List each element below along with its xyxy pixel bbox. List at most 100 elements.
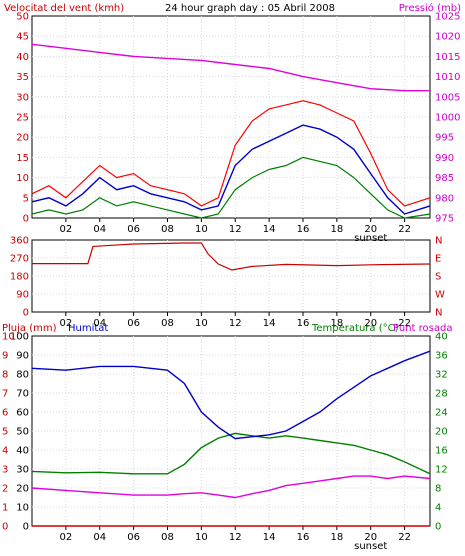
direction-xlabel-10: 10 [195, 318, 208, 329]
climate-xlabel-08: 08 [161, 532, 174, 543]
climate-xlabel-12: 12 [229, 532, 242, 543]
direction-xlabel-06: 06 [127, 318, 140, 329]
temperature-y2tick: 12 [435, 465, 448, 476]
direction-xlabel-22: 22 [398, 318, 411, 329]
wind-xlabel-14: 14 [263, 224, 276, 235]
direction-xlabel-20: 20 [364, 318, 377, 329]
pressure-y2tick: 1010 [435, 72, 460, 83]
wind-xlabel-20: 20 [364, 224, 377, 235]
direction-ytick: 90 [16, 290, 29, 301]
compass-y2tick: W [435, 290, 445, 301]
rain-ytick: 6 [2, 408, 8, 419]
wind-ylabel: Velocitat del vent (kmh) [4, 3, 124, 14]
pressure-y2tick: 975 [435, 214, 454, 225]
temperature-y2tick: 40 [435, 332, 448, 343]
wind-gust-series [31, 100, 431, 207]
wind-ytick: 5 [23, 193, 29, 204]
climate-xlabel-14: 14 [263, 532, 276, 543]
wind-xlabel-22: 22 [398, 224, 411, 235]
wind-ytick: 20 [16, 133, 29, 144]
temperature-y2tick: 32 [435, 370, 448, 381]
temperature-y2tick: 0 [435, 522, 441, 533]
compass-y2tick: N [435, 308, 442, 319]
wind-ytick: 45 [16, 32, 29, 43]
pressure-y2tick: 995 [435, 133, 454, 144]
climate-xlabel-02: 02 [60, 532, 73, 543]
pressure-ylabel: Pressió (mb) [399, 2, 461, 14]
direction-xlabel-12: 12 [229, 318, 242, 329]
rain-ytick: 1 [2, 503, 8, 514]
dewpoint-ylabel: Punt rosada [393, 323, 452, 334]
climate-sunset-label: sunset [354, 541, 387, 552]
humidity-ytick: 20 [16, 484, 29, 495]
compass-y2tick: N [435, 236, 442, 247]
humidity-ylabel: Humitat [68, 323, 108, 334]
wind-avg-series [31, 124, 431, 215]
rain-ytick: 5 [2, 427, 8, 438]
humidity-ytick: 0 [23, 522, 29, 533]
climate-xlabel-22: 22 [398, 532, 411, 543]
climate-xlabel-20: 20 [364, 532, 377, 543]
wind-xlabel-10: 10 [195, 224, 208, 235]
direction-xlabel-16: 16 [297, 318, 310, 329]
direction-xlabel-04: 04 [93, 318, 106, 329]
pressure-y2tick: 1025 [435, 12, 460, 23]
wind-xlabel-06: 06 [127, 224, 140, 235]
rain-ytick: 3 [2, 465, 8, 476]
climate-xlabel-16: 16 [297, 532, 310, 543]
compass-y2tick: E [435, 254, 441, 265]
wind-ytick: 35 [16, 72, 29, 83]
climate-xlabel-04: 04 [93, 532, 106, 543]
wind-xlabel-12: 12 [229, 224, 242, 235]
rain-ytick: 10 [2, 332, 15, 343]
wind-xlabel-08: 08 [161, 224, 174, 235]
direction-xlabel-14: 14 [263, 318, 276, 329]
direction-ytick: 360 [10, 236, 29, 247]
direction-xlabel-08: 08 [161, 318, 174, 329]
humidity-ytick: 30 [16, 465, 29, 476]
wind-ytick: 40 [16, 52, 29, 63]
rain-ytick: 9 [2, 351, 8, 362]
humidity-ytick: 40 [16, 446, 29, 457]
wind-low-series [31, 156, 431, 219]
pressure-y2tick: 1015 [435, 52, 460, 63]
rain-ytick: 8 [2, 370, 8, 381]
dewpoint-series [31, 475, 431, 499]
humidity-ytick: 60 [16, 408, 29, 419]
rain-ytick: 2 [2, 484, 8, 495]
wind-ytick: 15 [16, 153, 29, 164]
climate-xlabel-10: 10 [195, 532, 208, 543]
temperature-y2tick: 4 [435, 503, 441, 514]
temperature-y2tick: 20 [435, 427, 448, 438]
pressure-y2tick: 980 [435, 193, 454, 204]
wind-ytick: 25 [16, 113, 29, 124]
chart-title: 24 hour graph day : 05 Abril 2008 [165, 3, 335, 14]
temperature-ylabel: Temperatura (°C) [311, 323, 399, 334]
pressure-y2tick: 1020 [435, 32, 460, 43]
wind-ytick: 10 [16, 173, 29, 184]
temperature-y2tick: 8 [435, 484, 441, 495]
temperature-y2tick: 36 [435, 351, 448, 362]
wind-xlabel-16: 16 [297, 224, 310, 235]
humidity-series [31, 350, 431, 440]
pressure-y2tick: 1000 [435, 113, 460, 124]
direction-ytick: 0 [23, 308, 29, 319]
rain-ylabel: Pluja (mm) [2, 323, 57, 334]
compass-y2tick: S [435, 272, 441, 283]
wind-sunset-label: sunset [354, 233, 387, 244]
temperature-series [31, 432, 431, 475]
pressure-y2tick: 1005 [435, 92, 460, 103]
rain-ytick: 7 [2, 389, 8, 400]
pressure-series [31, 43, 430, 92]
climate-xlabel-06: 06 [127, 532, 140, 543]
direction-xlabel-18: 18 [330, 318, 343, 329]
humidity-ytick: 50 [16, 427, 29, 438]
temperature-y2tick: 28 [435, 389, 448, 400]
humidity-ytick: 100 [10, 332, 29, 343]
direction-series [32, 242, 431, 271]
wind-ytick: 0 [23, 214, 29, 225]
wind-xlabel-18: 18 [330, 224, 343, 235]
humidity-ytick: 90 [16, 351, 29, 362]
humidity-ytick: 10 [16, 503, 29, 514]
